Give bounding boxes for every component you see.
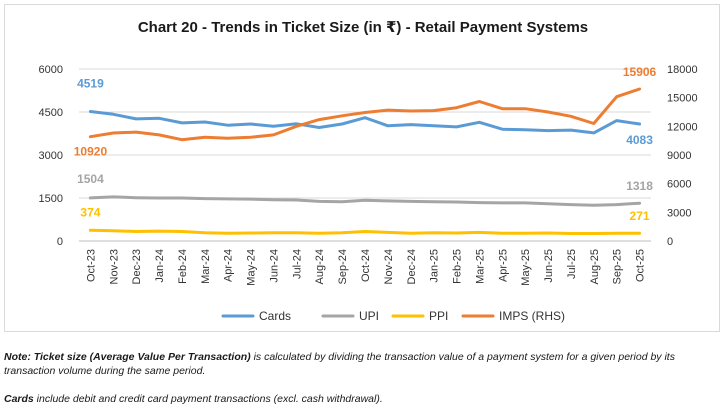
legend-label: UPI xyxy=(359,309,379,323)
line-chart: 0 1500 3000 4500 6000 0 3000 6000 9000 12000 15000… xyxy=(39,64,698,323)
x-tick-label: Sep-25 xyxy=(612,249,624,284)
y-right-tick-label: 9000 xyxy=(667,150,691,162)
x-tick-label: May-25 xyxy=(520,249,532,286)
y-left-tick-label: 4500 xyxy=(39,107,63,119)
x-tick-label: Jun-24 xyxy=(268,249,280,283)
x-tick-label: Jan-25 xyxy=(429,249,441,283)
data-label: 15906 xyxy=(623,65,657,79)
x-tick-label: Feb-25 xyxy=(452,249,464,284)
note-cards-text: include debit and credit card payment tr… xyxy=(33,393,383,405)
chart-frame: Chart 20 - Trends in Ticket Size (in ₹) … xyxy=(4,4,720,332)
x-tick-label: Dec-23 xyxy=(131,249,143,284)
x-tick-label: Oct-23 xyxy=(85,249,97,282)
x-tick-label: Jun-25 xyxy=(543,249,555,283)
x-tick-label: Nov-24 xyxy=(383,249,395,284)
note-ticket-size: Note: Ticket size (Average Value Per Tra… xyxy=(4,350,720,378)
note-cards-label: Cards xyxy=(4,393,34,405)
data-label: 374 xyxy=(80,205,100,219)
x-tick-label: Jul-25 xyxy=(566,249,578,279)
x-tick-label: Sep-24 xyxy=(337,249,349,284)
data-label: 4519 xyxy=(77,76,104,90)
data-label: 1318 xyxy=(626,179,653,193)
note-ticket-size-label: Note: Ticket size (Average Value Per Tra… xyxy=(4,351,251,363)
legend-label: Cards xyxy=(259,309,291,323)
y-right-tick-label: 3000 xyxy=(667,207,691,219)
x-tick-label: Aug-25 xyxy=(589,249,601,284)
x-tick-label: Oct-25 xyxy=(635,249,647,282)
y-right-tick-label: 18000 xyxy=(667,64,698,76)
y-right-tick-label: 6000 xyxy=(667,179,691,191)
y-left-tick-label: 6000 xyxy=(39,64,63,76)
y-left-tick-label: 3000 xyxy=(39,150,63,162)
series-line-upi xyxy=(88,195,642,207)
x-tick-label: Mar-25 xyxy=(474,249,486,284)
y-right-tick-label: 15000 xyxy=(667,93,698,105)
series-line-cards xyxy=(88,110,642,135)
data-label: 1504 xyxy=(77,172,104,186)
note-cards: Cards include debit and credit card paym… xyxy=(4,392,720,406)
x-tick-label: Apr-24 xyxy=(223,249,235,282)
x-tick-label: Apr-25 xyxy=(497,249,509,282)
y-right-tick-label: 0 xyxy=(667,236,673,248)
x-tick-label: Oct-24 xyxy=(360,249,372,282)
legend-label: IMPS (RHS) xyxy=(499,309,565,323)
data-label: 4083 xyxy=(626,133,653,147)
x-tick-label: Feb-24 xyxy=(177,249,189,284)
note-ticket-size-text: is calculated by dividing the transactio… xyxy=(4,351,675,377)
x-tick-label: Jul-24 xyxy=(291,249,303,279)
y-left-tick-label: 0 xyxy=(57,236,63,248)
x-tick-label: May-24 xyxy=(246,249,258,286)
x-tick-label: Jan-24 xyxy=(154,249,166,283)
x-tick-label: Aug-24 xyxy=(314,249,326,284)
chart-title: Chart 20 - Trends in Ticket Size (in ₹) … xyxy=(137,19,589,36)
x-tick-label: Dec-24 xyxy=(406,249,418,284)
series-line-ppi xyxy=(88,228,642,235)
data-label: 10920 xyxy=(74,145,108,159)
y-right-tick-label: 12000 xyxy=(667,121,698,133)
x-tick-label: Nov-23 xyxy=(108,249,120,284)
y-left-tick-label: 1500 xyxy=(39,193,63,205)
x-tick-label: Mar-24 xyxy=(200,249,212,284)
data-label: 271 xyxy=(630,209,650,223)
legend-label: PPI xyxy=(429,309,448,323)
series-line-imps-rhs xyxy=(88,87,642,142)
